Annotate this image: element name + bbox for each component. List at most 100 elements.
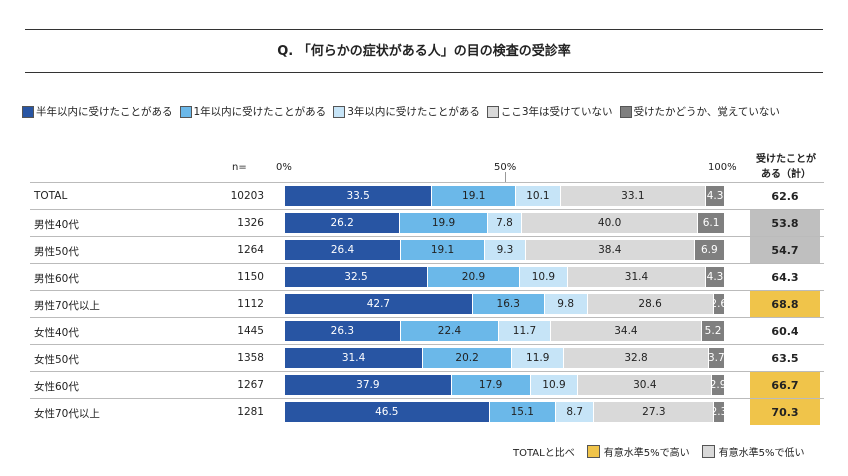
- bar-segment: 26.4: [285, 240, 402, 260]
- summary-value: 62.6: [771, 189, 799, 203]
- table-row: 男性40代 1326 26.2 19.9 7.8 40.0 6.1 53.8: [30, 209, 824, 236]
- summary-value: 63.5: [771, 351, 799, 365]
- bar-segment: 31.4: [285, 348, 424, 368]
- summary-value: 68.8: [750, 291, 820, 317]
- table-row: 男性50代 1264 26.4 19.1 9.3 38.4 6.9 54.7: [30, 236, 824, 263]
- summary-value: 60.4: [771, 324, 799, 338]
- bar-segment: 40.0: [522, 213, 699, 233]
- summary-value: 70.3: [750, 399, 820, 425]
- significance-legend: TOTALと比べ 有意水準5%で高い 有意水準5%で低い: [513, 444, 804, 459]
- bar-segment: 15.1: [489, 402, 557, 422]
- stacked-bar: 26.3 22.4 11.7 34.4 5.2: [285, 321, 725, 341]
- row-label: 男性70代以上: [34, 300, 100, 312]
- stacked-bar: 37.917.910.930.42.9: [285, 375, 725, 395]
- bar-segment: 26.2: [285, 213, 401, 233]
- title-bottom-rule: [25, 72, 823, 73]
- bar-segment: 11.9: [512, 348, 565, 368]
- table-row: 女性70代以上 1281 46.515.18.727.32.3 70.3: [30, 398, 824, 425]
- row-n: 1358: [237, 352, 264, 364]
- high-label: 有意水準5%で高い: [603, 448, 690, 459]
- legend-label: 1年以内に受けたことがある: [193, 106, 327, 118]
- bar-segment: 2.9: [712, 375, 725, 395]
- row-label: 女性50代: [34, 354, 79, 366]
- legend-item: 半年以内に受けたことがある: [22, 104, 173, 119]
- legend-swatch: [22, 105, 34, 118]
- legend-label: 3年以内に受けたことがある: [347, 106, 480, 118]
- summary-header-line2: ある（計）: [761, 169, 811, 180]
- bar-segment: 27.3: [594, 402, 715, 422]
- bar-segment: 6.1: [698, 213, 725, 233]
- row-label: TOTAL: [34, 190, 68, 202]
- stacked-bar: 46.515.18.727.32.3: [285, 402, 725, 422]
- bar-segment: 10.1: [516, 186, 561, 206]
- row-label: 女性40代: [34, 327, 79, 339]
- low-swatch: [701, 445, 715, 458]
- bar-segment: 9.8: [544, 294, 588, 314]
- chart-rows: TOTAL 10203 33.5 19.1 10.1 33.1 4.3 62.6 男性40代 13…: [30, 182, 824, 425]
- stacked-bar: 26.2 19.9 7.8 40.0 6.1: [285, 213, 725, 233]
- high-legend-item: 有意水準5%で高い: [586, 444, 690, 459]
- bar-segment: 16.3: [472, 294, 545, 314]
- row-label: 男性40代: [34, 219, 79, 231]
- table-row: 男性60代 1150 32.5 20.9 10.9 31.4 4.3 64.3: [30, 263, 824, 290]
- row-n: 1445: [237, 325, 264, 337]
- bar-segment: 9.3: [485, 240, 526, 260]
- bar-segment: 46.5: [285, 402, 490, 422]
- n-header: n=: [232, 162, 247, 173]
- row-n: 1281: [237, 406, 264, 418]
- bar-segment: 20.2: [423, 348, 513, 368]
- stacked-bar: 31.4 20.2 11.9 32.8 3.7: [285, 348, 725, 368]
- bar-segment: 33.1: [560, 186, 707, 206]
- row-n: 1264: [237, 244, 264, 256]
- bar-segment: 10.9: [519, 267, 568, 287]
- low-legend-item: 有意水準5%で低い: [701, 444, 805, 459]
- bar-segment: 33.5: [285, 186, 433, 206]
- summary-value: 54.7: [750, 237, 820, 263]
- row-label: 女性60代: [34, 381, 79, 393]
- gridline-50: [505, 172, 506, 182]
- bar-segment: 3.7: [708, 348, 725, 368]
- bar-segment: 20.9: [428, 267, 520, 287]
- top-rule: [25, 29, 823, 30]
- row-n: 1326: [237, 217, 264, 229]
- bar-segment: 17.9: [451, 375, 531, 395]
- bar-segment: 7.8: [487, 213, 523, 233]
- row-n: 1150: [237, 271, 264, 283]
- compare-label: TOTALと比べ: [513, 448, 575, 459]
- stacked-bar: 33.5 19.1 10.1 33.1 4.3: [285, 186, 726, 206]
- bar-segment: 26.3: [285, 321, 401, 341]
- legend-item: 3年以内に受けたことがある: [333, 104, 480, 119]
- low-label: 有意水準5%で低い: [718, 448, 805, 459]
- legend-swatch: [333, 105, 346, 118]
- row-label: 男性50代: [34, 246, 79, 258]
- bar-segment: 37.9: [285, 375, 452, 395]
- bar-segment: 8.7: [556, 402, 595, 422]
- bar-segment: 4.3: [706, 267, 725, 287]
- stacked-bar: 42.716.39.828.62.6: [285, 294, 725, 314]
- row-label: 男性60代: [34, 273, 79, 285]
- x-tick-100: 100%: [708, 162, 737, 173]
- row-n: 10203: [230, 190, 264, 202]
- bar-segment: 2.3: [714, 402, 725, 422]
- table-row: TOTAL 10203 33.5 19.1 10.1 33.1 4.3 62.6: [30, 182, 824, 209]
- x-tick-0: 0%: [276, 162, 292, 173]
- legend-label: ここ3年は受けていない: [500, 106, 613, 118]
- bar-segment: 38.4: [525, 240, 695, 260]
- bar-segment: 4.3: [706, 186, 726, 206]
- stacked-bar: 26.4 19.1 9.3 38.4 6.9: [285, 240, 725, 260]
- legend-label: 半年以内に受けたことがある: [36, 106, 173, 118]
- legend-item: 受けたかどうか、覚えていない: [619, 104, 780, 119]
- bar-segment: 31.4: [567, 267, 707, 287]
- bar-segment: 28.6: [587, 294, 714, 314]
- bar-segment: 34.4: [550, 321, 703, 341]
- legend-swatch: [179, 105, 192, 118]
- x-tick-50: 50%: [494, 162, 517, 173]
- row-n: 1112: [237, 298, 264, 310]
- table-row: 女性40代 1445 26.3 22.4 11.7 34.4 5.2 60.4: [30, 317, 824, 344]
- chart-title: Q. 「何らかの症状がある人」の目の検査の受診率: [277, 44, 571, 59]
- bar-segment: 19.9: [400, 213, 488, 233]
- bar-segment: 22.4: [400, 321, 500, 341]
- bar-segment: 10.9: [530, 375, 579, 395]
- summary-value: 64.3: [771, 270, 799, 284]
- bar-segment: 19.1: [401, 240, 485, 260]
